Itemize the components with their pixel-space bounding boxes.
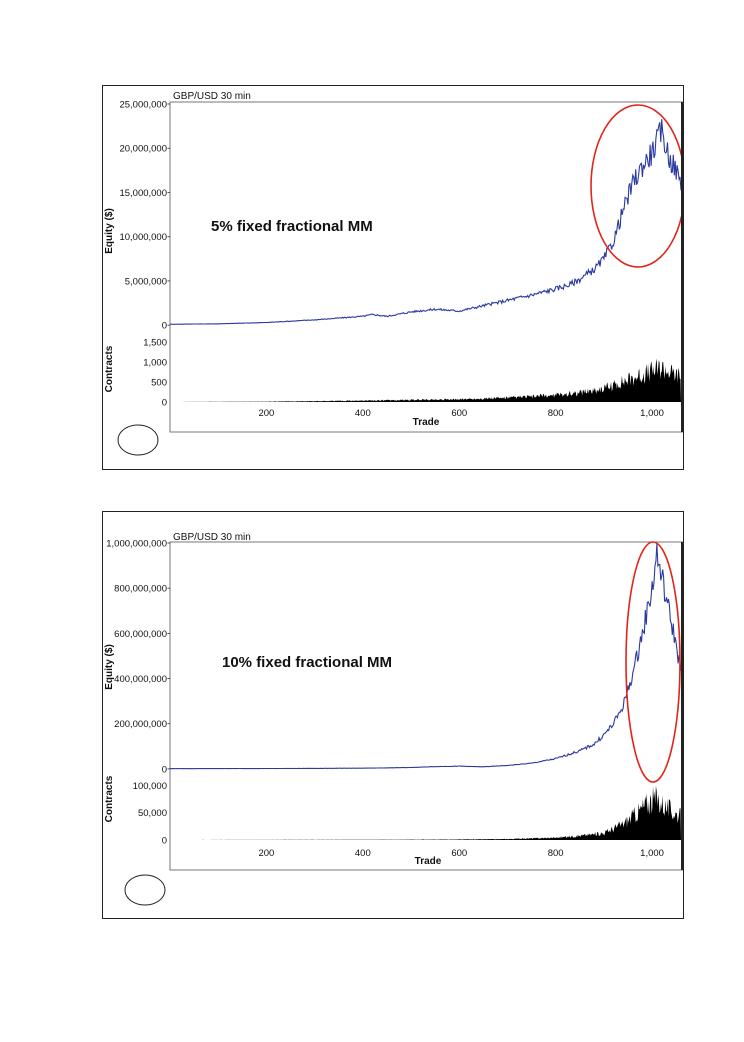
- contracts-tick-label: 500: [151, 378, 167, 389]
- contracts-axis-ticks: 1,500 1,000 500 0: [143, 338, 167, 409]
- x-axis-ticks: 200 400 600 800 1,000: [258, 848, 663, 859]
- mm-annotation: 5% fixed fractional MM: [211, 218, 373, 235]
- x-tick-label: 1,000: [640, 848, 664, 859]
- x-tick-label: 1,000: [640, 408, 664, 419]
- x-tick-label: 800: [548, 408, 564, 419]
- blank-circle-marker: [117, 424, 159, 456]
- equity-tick-label: 400,000,000: [114, 674, 167, 685]
- contracts-area: [170, 785, 681, 840]
- equity-tick-label: 20,000,000: [119, 144, 167, 155]
- equity-tick-label: 0: [162, 764, 167, 775]
- highlight-ellipse: [590, 104, 683, 268]
- plot-frame: [169, 541, 683, 871]
- mm-annotation: 10% fixed fractional MM: [222, 654, 392, 671]
- contracts-tick-label: 0: [162, 836, 167, 847]
- x-tick-label: 600: [451, 848, 467, 859]
- equity-tick-label: 0: [162, 321, 167, 332]
- right-edge-bar: [681, 542, 683, 870]
- y2-axis-label: Contracts: [104, 775, 115, 822]
- x-tick-label: 400: [355, 848, 371, 859]
- x-tick-label: 800: [548, 848, 564, 859]
- x-tick-label: 200: [258, 408, 274, 419]
- x-axis-label: Trade: [413, 417, 440, 428]
- equity-tick-label: 5,000,000: [125, 276, 167, 287]
- y-axis-label: Equity ($): [104, 208, 115, 254]
- chart-10pct: GBP/USD 30 min 1,000,000,000 800,000,000 6…: [104, 532, 683, 906]
- contracts-tick-label: 50,000: [138, 808, 167, 819]
- chart-title: GBP/USD 30 min: [173, 532, 251, 543]
- contracts-tick-label: 0: [162, 398, 167, 409]
- equity-line: [169, 543, 682, 770]
- x-tick-label: 600: [451, 408, 467, 419]
- equity-axis-ticks: 1,000,000,000 800,000,000 600,000,000 400,0…: [106, 539, 170, 775]
- highlight-ellipse: [625, 541, 681, 783]
- blank-circle-marker: [124, 874, 166, 906]
- equity-tick-label: 200,000,000: [114, 719, 167, 730]
- equity-tick-label: 800,000,000: [114, 584, 167, 595]
- right-edge-bar: [681, 102, 683, 432]
- equity-tick-label: 15,000,000: [119, 188, 167, 199]
- y-axis-label: Equity ($): [104, 644, 115, 690]
- equity-line: [169, 119, 682, 325]
- equity-tick-label: 10,000,000: [119, 232, 167, 243]
- equity-tick-label: 600,000,000: [114, 629, 167, 640]
- equity-axis-ticks: 25,000,000 20,000,000 15,000,000 10,000,000…: [119, 100, 170, 332]
- contracts-area: [170, 358, 681, 402]
- chart-5pct: GBP/USD 30 min 25,000,000 20,000,000 15,00…: [104, 91, 683, 456]
- contracts-tick-label: 100,000: [133, 781, 167, 792]
- contracts-axis-ticks: 100,000 50,000 0: [133, 781, 167, 847]
- x-axis-ticks: 200 400 600 800 1,000: [258, 408, 663, 419]
- contracts-tick-label: 1,500: [143, 338, 167, 349]
- x-tick-label: 400: [355, 408, 371, 419]
- x-axis-label: Trade: [415, 856, 442, 867]
- chart-panel-10pct: GBP/USD 30 min 1,000,000,000 800,000,000 6…: [102, 511, 684, 919]
- x-tick-label: 200: [258, 848, 274, 859]
- equity-tick-label: 1,000,000,000: [106, 539, 167, 550]
- y2-axis-label: Contracts: [104, 345, 115, 392]
- contracts-tick-label: 1,000: [143, 358, 167, 369]
- equity-tick-label: 25,000,000: [119, 100, 167, 111]
- chart-title: GBP/USD 30 min: [173, 91, 251, 102]
- chart-panel-5pct: GBP/USD 30 min 25,000,000 20,000,000 15,00…: [102, 85, 684, 470]
- plot-frame: [169, 101, 683, 433]
